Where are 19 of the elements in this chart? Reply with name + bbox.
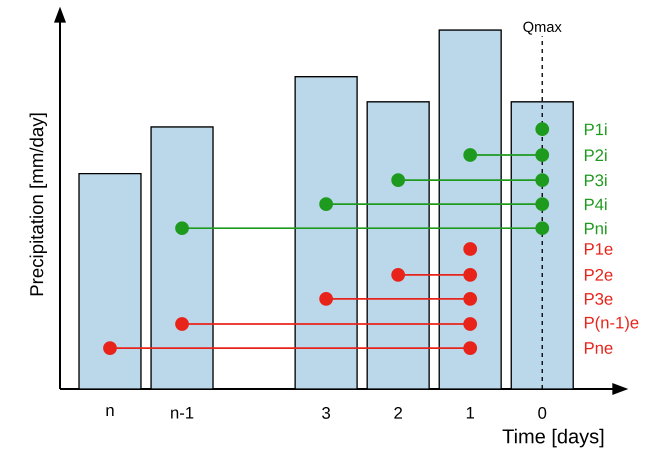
text: P3i [584,174,607,186]
x-tick-label: n [106,407,114,416]
y-axis-title: Precipitation [mm/day] [30,114,47,296]
x-tick-label: 1 [466,407,474,419]
text: P2e [584,268,612,281]
x-tick-label: 3 [322,407,330,419]
text: P4i [584,198,607,210]
text: P(n-1)e [584,316,638,332]
ref-line-label: Qmax [523,22,562,35]
text: P1e [584,243,612,255]
text: P3e [584,293,612,305]
x-tick-label: n-1 [171,407,194,419]
text: Pne [584,342,612,354]
text: Pni [584,222,607,234]
text: P2i [584,148,607,162]
text: P1i [584,123,607,136]
x-axis-title: Time [days] [502,428,604,448]
x-tick-label: 2 [394,407,402,419]
x-tick-label: 0 [538,407,546,419]
